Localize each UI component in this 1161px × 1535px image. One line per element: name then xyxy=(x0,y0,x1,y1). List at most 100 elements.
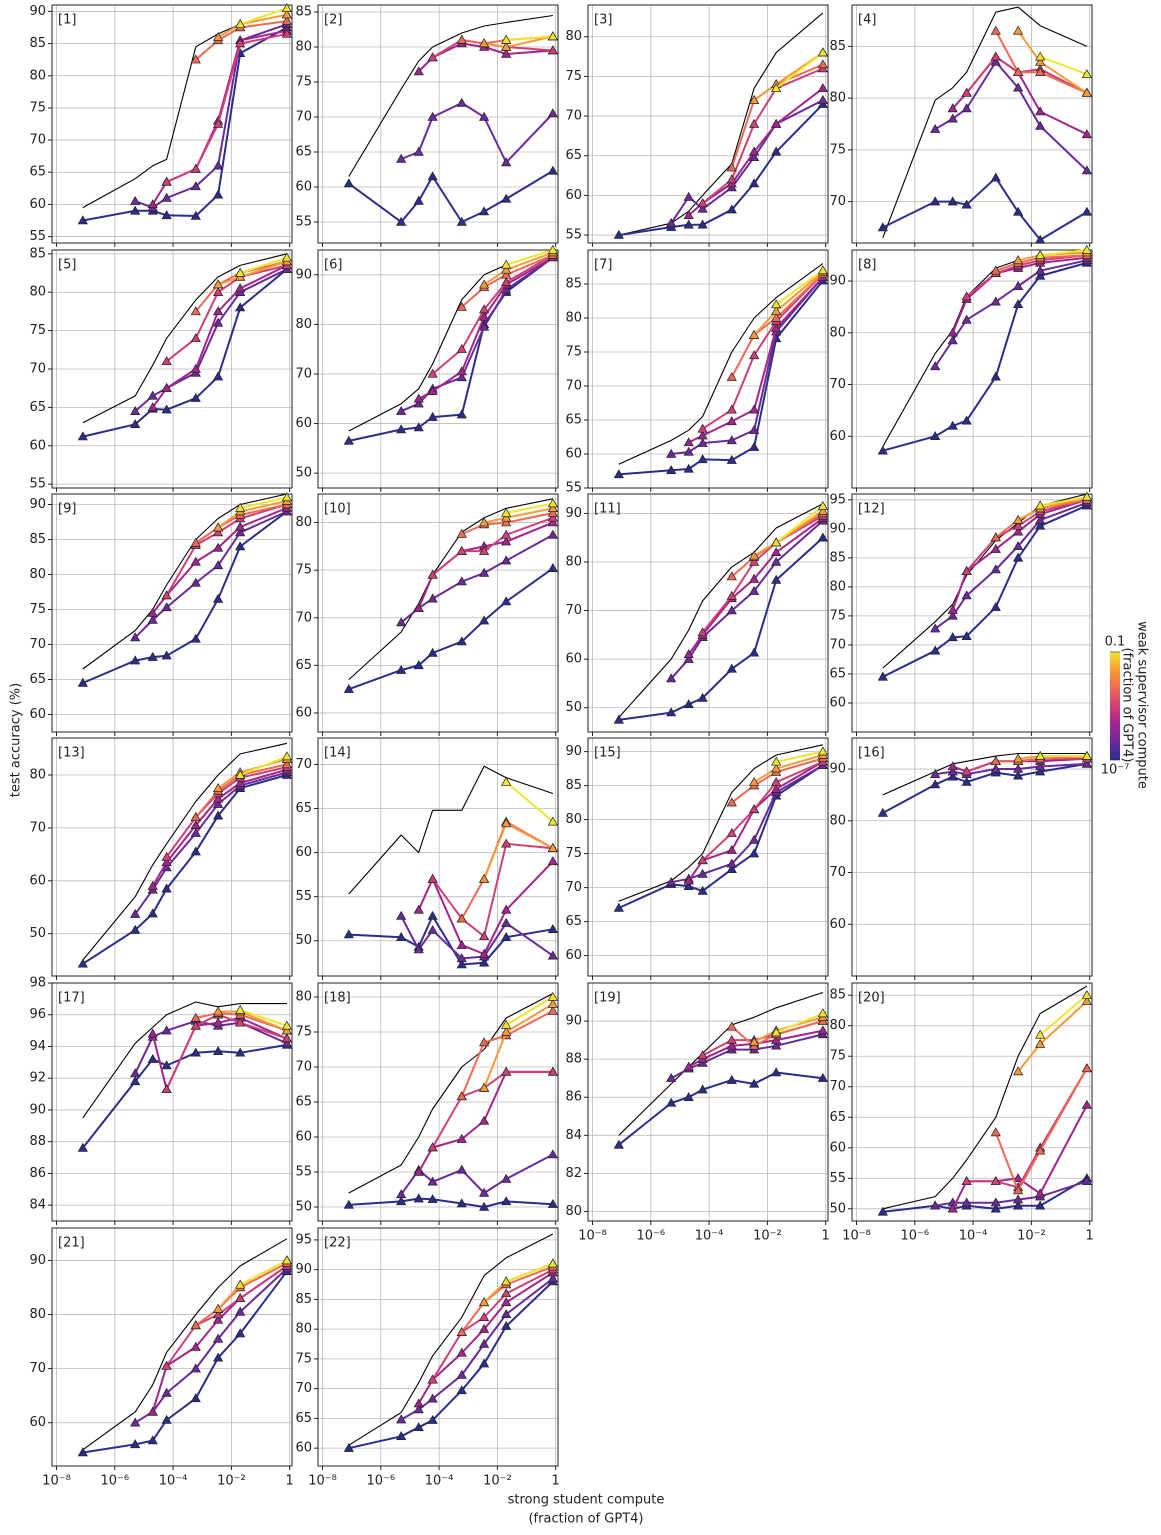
marker xyxy=(771,1067,782,1077)
y-tick-label: 60 xyxy=(29,707,46,722)
marker xyxy=(235,267,246,277)
marker xyxy=(683,437,694,447)
marker xyxy=(666,673,677,683)
marker xyxy=(1035,500,1046,510)
series-line xyxy=(348,567,554,691)
y-tick-label: 85 xyxy=(29,246,46,261)
marker xyxy=(726,827,737,837)
marker xyxy=(697,198,708,208)
ceiling-line xyxy=(348,14,553,177)
marker xyxy=(771,322,782,332)
y-tick-label: 90 xyxy=(829,521,846,536)
marker xyxy=(190,181,201,191)
marker xyxy=(427,873,438,883)
y-tick-label: 75 xyxy=(565,69,582,84)
series-line xyxy=(431,254,554,375)
marker xyxy=(726,844,737,854)
marker xyxy=(1013,552,1024,562)
marker xyxy=(130,1068,141,1078)
marker xyxy=(930,196,941,206)
ceiling-line xyxy=(82,1238,288,1451)
series-line xyxy=(400,1153,554,1195)
x-tick-label: 1 xyxy=(286,1474,294,1489)
marker xyxy=(771,299,782,309)
ceiling-line xyxy=(348,993,554,1194)
panel: 50 55 60 65 70 [14] xyxy=(295,737,559,980)
marker xyxy=(190,333,201,343)
series-line xyxy=(82,268,288,438)
marker xyxy=(213,1006,224,1016)
marker xyxy=(1081,989,1092,999)
marker xyxy=(947,761,958,771)
series-line xyxy=(460,1010,554,1097)
ceiling-line xyxy=(82,1001,287,1119)
marker xyxy=(1081,1063,1092,1073)
y-tick-label: 85 xyxy=(295,1292,312,1307)
marker xyxy=(877,445,888,455)
panel-label: [20] xyxy=(858,991,885,1006)
y-tick-label: 50 xyxy=(295,1200,312,1215)
series-line xyxy=(417,1271,554,1405)
marker xyxy=(396,1189,407,1199)
marker xyxy=(161,1360,172,1370)
y-tick-label: 80 xyxy=(295,40,312,55)
marker xyxy=(749,178,760,188)
marker xyxy=(961,415,972,425)
marker xyxy=(235,283,246,293)
marker xyxy=(501,259,512,269)
marker xyxy=(683,875,694,885)
marker xyxy=(961,314,972,324)
series-line xyxy=(775,51,824,90)
marker xyxy=(281,492,292,502)
marker xyxy=(547,512,558,522)
y-tick-label: 94 xyxy=(29,1039,46,1054)
plot-frame xyxy=(587,249,829,489)
x-axis-label: strong student compute xyxy=(508,1493,665,1508)
marker xyxy=(281,28,292,38)
y-tick-label: 55 xyxy=(565,481,582,496)
y-tick-label: 90 xyxy=(29,1102,46,1117)
series-line xyxy=(195,20,288,61)
marker xyxy=(161,1060,172,1070)
series-line xyxy=(82,510,288,684)
ceiling-line xyxy=(82,253,288,424)
plot-frame xyxy=(851,249,1093,489)
marker xyxy=(501,517,512,527)
ceiling-line xyxy=(882,493,1088,669)
marker xyxy=(427,910,438,920)
marker xyxy=(77,677,88,687)
series-line xyxy=(731,757,824,804)
marker xyxy=(771,537,782,547)
y-tick-label: 80 xyxy=(295,317,312,332)
y-tick-label: 55 xyxy=(295,215,312,230)
series-line xyxy=(618,764,824,909)
marker xyxy=(771,574,782,584)
marker xyxy=(817,500,828,510)
marker xyxy=(235,777,246,787)
marker xyxy=(726,864,737,873)
series-line xyxy=(775,750,824,763)
marker xyxy=(749,404,760,414)
marker xyxy=(547,31,558,41)
y-tick-label: 70 xyxy=(565,880,582,895)
marker xyxy=(547,1258,558,1268)
marker xyxy=(1035,56,1046,66)
y-tick-label: 60 xyxy=(829,429,846,444)
panel: 50 60 70 80 90 [11] xyxy=(565,493,829,736)
marker xyxy=(990,763,1001,773)
marker xyxy=(343,435,354,445)
marker xyxy=(190,1020,201,1030)
y-tick-label: 80 xyxy=(565,1204,582,1219)
marker xyxy=(479,931,490,941)
x-tick-label: 1 xyxy=(822,1229,830,1244)
y-tick-label: 70 xyxy=(29,637,46,652)
marker xyxy=(726,858,737,868)
marker xyxy=(501,838,512,848)
y-tick-label: 75 xyxy=(29,602,46,617)
marker xyxy=(930,361,941,371)
y-tick-label: 84 xyxy=(29,1198,46,1213)
marker xyxy=(961,103,972,113)
marker xyxy=(281,751,292,761)
y-tick-label: 75 xyxy=(295,563,312,578)
series-line xyxy=(670,519,824,680)
